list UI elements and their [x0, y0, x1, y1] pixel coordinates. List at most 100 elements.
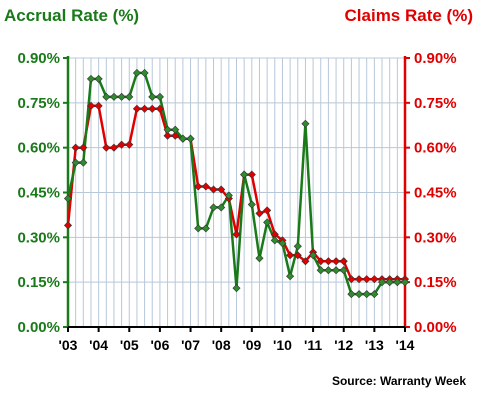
- accrual-data-point: [316, 266, 325, 275]
- accrual-data-point: [362, 290, 371, 299]
- x-tick-label: '12: [334, 337, 353, 353]
- accrual-data-point: [178, 134, 187, 143]
- accrual-data-point: [332, 266, 341, 275]
- accrual-data-point: [132, 68, 141, 77]
- claims-data-point: [109, 143, 118, 152]
- right-tick-label: 0.00%: [414, 319, 457, 336]
- claims-data-point: [355, 275, 364, 284]
- marker-layer: [63, 68, 410, 299]
- claims-data-point: [148, 104, 157, 113]
- claims-data-point: [370, 275, 379, 284]
- left-tick-label: 0.00%: [17, 319, 60, 336]
- accrual-data-point: [209, 203, 218, 212]
- accrual-data-point: [148, 92, 157, 101]
- accrual-data-point: [370, 290, 379, 299]
- accrual-data-point: [270, 236, 279, 245]
- accrual-data-point: [286, 272, 295, 281]
- accrual-data-point: [339, 266, 348, 275]
- accrual-data-point: [393, 278, 402, 287]
- accrual-data-point: [86, 74, 96, 83]
- claims-data-point: [232, 230, 241, 239]
- claims-data-point: [163, 131, 172, 140]
- left-tick-label: 0.45%: [17, 185, 60, 202]
- claims-data-point: [255, 209, 264, 218]
- left-tick-label: 0.75%: [17, 95, 60, 112]
- claims-data-point: [94, 101, 103, 110]
- right-tick-label: 0.90%: [414, 50, 457, 67]
- accrual-data-point: [355, 290, 364, 299]
- claims-data-point: [362, 275, 371, 284]
- claims-data-point: [316, 257, 325, 266]
- claims-data-point: [301, 257, 310, 266]
- accrual-data-point: [102, 92, 111, 101]
- accrual-data-point: [247, 200, 256, 209]
- accrual-data-point: [224, 191, 233, 200]
- accrual-data-point: [94, 74, 103, 83]
- axes: [63, 56, 410, 332]
- claims-data-point: [132, 104, 141, 113]
- accrual-data-point: [201, 224, 210, 233]
- accrual-data-point: [140, 68, 149, 77]
- x-tick-label: '10: [273, 337, 292, 353]
- x-tick-label: '07: [181, 337, 200, 353]
- accrual-data-point: [347, 290, 356, 299]
- x-tick-label: '09: [242, 337, 261, 353]
- claims-data-point: [324, 257, 333, 266]
- x-tick-label: '13: [365, 337, 384, 353]
- accrual-data-point: [400, 278, 410, 287]
- right-tick-label: 0.45%: [414, 185, 457, 202]
- right-axis-title: Claims Rate (%): [344, 6, 473, 25]
- accrual-data-point: [278, 239, 287, 248]
- claims-data-point: [209, 185, 218, 194]
- accrual-data-point: [301, 119, 310, 128]
- claims-data-point: [194, 182, 203, 191]
- accrual-data-point: [125, 92, 134, 101]
- source-note: Source: Warranty Week: [331, 374, 466, 388]
- accrual-data-point: [117, 92, 126, 101]
- accrual-data-point: [385, 278, 394, 287]
- x-tick-label: '08: [212, 337, 231, 353]
- claims-data-point: [263, 206, 272, 215]
- x-tick-label: '11: [304, 337, 322, 353]
- claims-data-point: [86, 101, 96, 110]
- claims-data-point: [102, 143, 111, 152]
- claims-data-point: [117, 140, 126, 149]
- x-tick-label: '03: [59, 337, 78, 353]
- claims-data-point: [155, 104, 164, 113]
- left-tick-label: 0.30%: [17, 229, 60, 246]
- accrual-data-point: [232, 284, 241, 293]
- right-tick-label: 0.15%: [414, 274, 457, 291]
- left-tick-label: 0.15%: [17, 274, 60, 291]
- accrual-data-point: [255, 254, 264, 263]
- accrual-data-point: [71, 158, 80, 167]
- claims-data-point: [63, 221, 73, 230]
- left-tick-label: 0.90%: [17, 50, 60, 67]
- claims-data-point: [125, 140, 134, 149]
- accrual-data-point: [293, 242, 302, 251]
- claims-data-point: [247, 170, 256, 179]
- claims-data-point: [201, 182, 210, 191]
- accrual-data-point: [109, 92, 118, 101]
- accrual-data-point: [163, 125, 172, 134]
- left-axis-title: Accrual Rate (%): [4, 6, 140, 25]
- accrual-data-point: [309, 251, 318, 260]
- claims-data-point: [339, 257, 348, 266]
- tick-labels: 0.00% 0.00% 0.15% 0.15% 0.30% 0.30% 0.45% 0.45%…: [17, 50, 456, 353]
- x-tick-label: '05: [120, 337, 139, 353]
- accrual-data-point: [155, 92, 164, 101]
- accrual-data-point: [324, 266, 333, 275]
- accrual-data-point: [240, 170, 249, 179]
- claims-data-point: [332, 257, 341, 266]
- x-tick-label: '06: [150, 337, 169, 353]
- claims-data-point: [79, 143, 88, 152]
- accrual-data-point: [377, 278, 387, 287]
- x-tick-label: '14: [396, 337, 415, 353]
- claims-data-point: [171, 131, 180, 140]
- accrual-data-point: [171, 125, 180, 134]
- claims-data-point: [347, 275, 356, 284]
- claims-data-point: [286, 251, 295, 260]
- accrual-data-point: [194, 224, 203, 233]
- right-tick-label: 0.60%: [414, 140, 457, 157]
- claims-data-point: [217, 185, 226, 194]
